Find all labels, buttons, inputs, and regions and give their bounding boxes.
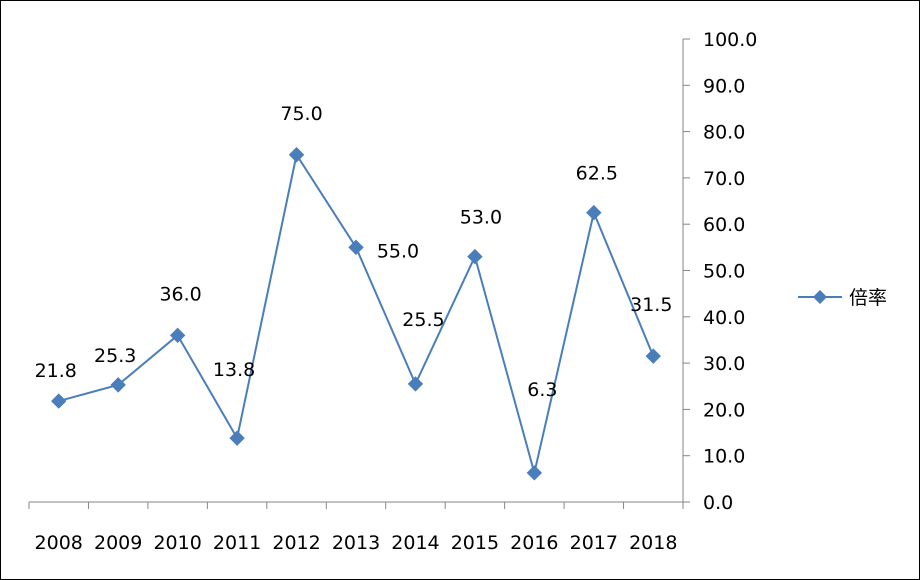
x-tick-label: 2008 [35, 532, 83, 554]
y-tick-label: 20.0 [703, 399, 745, 421]
data-label: 6.3 [527, 379, 557, 401]
data-point-marker [51, 393, 67, 409]
legend-marker-icon [813, 290, 827, 304]
y-tick-label: 100.0 [703, 29, 757, 51]
x-tick-label: 2014 [391, 532, 439, 554]
legend-label: 倍率 [849, 287, 887, 309]
data-label: 25.5 [402, 309, 444, 331]
data-label: 62.5 [576, 163, 618, 185]
y-tick-label: 30.0 [703, 353, 745, 375]
y-tick-label: 90.0 [703, 75, 745, 97]
x-tick-label: 2016 [510, 532, 558, 554]
data-point-marker [467, 248, 483, 265]
y-tick-label: 80.0 [703, 122, 745, 144]
x-tick-label: 2009 [94, 532, 142, 554]
series-line [58, 153, 655, 474]
data-point-marker [110, 377, 126, 393]
data-point-marker [169, 327, 186, 344]
data-point-marker [586, 204, 602, 221]
data-label: 55.0 [377, 240, 419, 262]
data-point-marker [645, 348, 661, 364]
x-tick-label: 2012 [272, 532, 320, 554]
y-tick-label: 50.0 [703, 261, 745, 283]
data-label: 53.0 [460, 207, 502, 229]
data-label: 31.5 [630, 294, 672, 316]
y-tick-label: 70.0 [703, 168, 745, 190]
data-point-marker [229, 430, 245, 446]
axes: 2008 2009 2010 2011 2012 2013 2014 2015 2016 2017… [28, 29, 757, 554]
y-tick-label: 60.0 [703, 214, 745, 236]
y-tick-label: 10.0 [703, 446, 745, 468]
series-layer [51, 147, 661, 481]
data-label: 75.0 [280, 103, 322, 125]
data-point-marker [407, 376, 424, 392]
data-point-marker [526, 465, 543, 481]
y-tick-label: 40.0 [703, 307, 745, 329]
x-tick-label: 2011 [213, 532, 261, 554]
x-tick-label: 2010 [153, 532, 201, 554]
legend: 倍率 [798, 287, 887, 309]
y-tick-label: 0.0 [703, 492, 733, 514]
x-tick-label: 2018 [629, 532, 677, 554]
x-tick-label: 2015 [451, 532, 499, 554]
x-tick-label: 2017 [570, 532, 618, 554]
data-label: 25.3 [94, 345, 136, 367]
data-label: 21.8 [35, 360, 77, 382]
data-label: 36.0 [159, 283, 201, 305]
x-tick-label: 2013 [332, 532, 380, 554]
data-labels: 21.8 25.3 36.0 13.8 75.0 55.0 25.5 53.0 6.3 62.5 3… [35, 103, 673, 401]
data-point-marker [288, 147, 305, 163]
data-point-marker [348, 239, 364, 256]
data-label: 13.8 [213, 359, 255, 381]
